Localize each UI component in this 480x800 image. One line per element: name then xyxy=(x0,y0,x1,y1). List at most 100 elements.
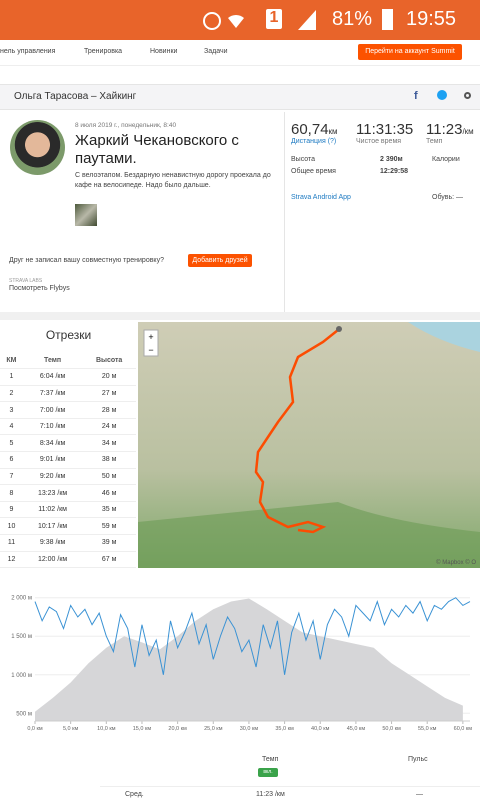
splits-row: 1 6:04 /км 20 м xyxy=(0,368,136,386)
splits-cell: 38 м xyxy=(82,451,136,469)
elapsed-label: Общее время xyxy=(291,168,336,175)
splits-row: 6 9:01 /км 38 м xyxy=(0,451,136,469)
share-facebook[interactable]: f xyxy=(414,90,418,102)
pace-label: Темп xyxy=(426,138,443,145)
header-bar xyxy=(0,84,480,110)
splits-column: КМ xyxy=(0,352,23,370)
pace-number: 11:23 xyxy=(426,121,463,138)
x-tick-label: 30,0 км xyxy=(240,726,259,732)
x-tick-label: 15,0 км xyxy=(133,726,152,732)
splits-row: 12 12:00 /км 67 м xyxy=(0,551,136,569)
map-attribution: © Mapbox © O xyxy=(436,559,476,566)
y-tick-label: 500 м xyxy=(16,711,32,717)
splits-cell: 6 xyxy=(0,451,23,469)
x-tick-label: 0,0 км xyxy=(27,726,43,732)
svg-text:−: − xyxy=(148,345,153,355)
splits-cell: 27 м xyxy=(82,385,136,403)
battery-level: 81% xyxy=(332,8,373,30)
share-twitter[interactable] xyxy=(437,90,447,100)
x-tick-label: 60,0 км xyxy=(454,726,473,732)
splits-cell: 12 xyxy=(0,551,23,569)
splits-cell: 34 м xyxy=(82,434,136,453)
nav-bar xyxy=(0,40,480,66)
divider xyxy=(284,112,285,312)
x-tick-label: 50,0 км xyxy=(382,726,401,732)
elevation-area xyxy=(35,598,463,721)
pace-line xyxy=(34,597,471,675)
summit-button[interactable]: Перейти на аккаунт Summit xyxy=(358,44,462,60)
splits-cell: 1 xyxy=(0,368,23,386)
splits-cell: 7:37 /км xyxy=(22,385,83,403)
signal-icon xyxy=(298,10,316,30)
splits-cell: 39 м xyxy=(82,534,136,552)
splits-cell: 7 xyxy=(0,468,23,486)
splits-cell: 5 xyxy=(0,434,23,453)
splits-cell: 13:23 /км xyxy=(22,484,83,502)
splits-header: КМ Темп Высота xyxy=(0,352,136,370)
splits-cell: 6:04 /км xyxy=(22,368,83,386)
add-friends-button[interactable]: Добавить друзей xyxy=(188,254,252,267)
x-tick-label: 35,0 км xyxy=(275,726,294,732)
distance-number: 60,74 xyxy=(291,121,329,138)
splits-cell: 9:20 /км xyxy=(22,468,83,486)
footer-divider xyxy=(100,786,480,787)
nav-item[interactable]: Тренировка xyxy=(84,48,123,55)
x-tick-label: 40,0 км xyxy=(311,726,330,732)
clock: 19:55 xyxy=(406,8,457,30)
distance-unit: км xyxy=(328,127,338,136)
activity-description: С велоэтапом. Бездарную ненавистную доро… xyxy=(75,172,271,189)
splits-row: 10 10:17 /км 59 м xyxy=(0,517,136,536)
activity-title: Жаркий Чекановского с паутами. xyxy=(75,132,239,167)
splits-cell: 7:00 /км xyxy=(22,401,83,419)
distance-value: 60,74км xyxy=(291,121,338,138)
y-tick-label: 1 500 м xyxy=(11,634,32,640)
shoes: Обувь: — xyxy=(432,194,464,201)
notification: 1 xyxy=(266,9,282,29)
splits-cell: 46 м xyxy=(82,484,136,502)
splits-cell: 67 м xyxy=(82,551,136,569)
splits-row: 4 7:10 /км 24 м xyxy=(0,418,136,436)
section-gap xyxy=(0,312,480,320)
nav-item[interactable]: Новинки xyxy=(150,48,178,55)
splits-cell: 28 м xyxy=(82,401,136,419)
pace-toggle[interactable]: вкл. xyxy=(258,768,278,777)
map[interactable]: + − © Mapbox © O xyxy=(138,322,480,568)
splits-cell: 4 xyxy=(0,418,23,436)
nav-item[interactable]: Задачи xyxy=(204,48,228,55)
splits-row: 5 8:34 /км 34 м xyxy=(0,434,136,453)
flybys-link[interactable]: Посмотреть Flybys xyxy=(9,285,70,292)
splits-cell: 50 м xyxy=(82,468,136,486)
activity-photo[interactable] xyxy=(75,204,97,226)
avatar xyxy=(10,120,65,175)
activity-date: 8 июля 2019 г., понедельник, 8:40 xyxy=(75,122,177,129)
splits-cell: 24 м xyxy=(82,418,136,436)
distance-label[interactable]: Дистанция (?) xyxy=(291,138,337,145)
elevation-label: Высота xyxy=(291,156,316,163)
splits-row: 2 7:37 /км 27 м xyxy=(0,385,136,403)
header-title: Ольга Тарасова – Хайкинг xyxy=(14,91,137,102)
moving-time-value: 11:31:35 xyxy=(356,121,414,138)
splits-cell: 20 м xyxy=(82,368,136,386)
calories-label: Калории xyxy=(432,156,460,163)
nav-item[interactable]: нель управления xyxy=(0,48,56,55)
pace-unit: /км xyxy=(462,127,474,136)
elevation-value: 2 390м xyxy=(380,156,403,163)
splits-title: Отрезки xyxy=(45,328,92,342)
battery-icon xyxy=(382,9,393,30)
y-tick-label: 2 000 м xyxy=(11,596,32,602)
device-link[interactable]: Strava Android App xyxy=(291,194,351,201)
splits-cell: 10 xyxy=(0,517,23,536)
splits-row: 3 7:00 /км 28 м xyxy=(0,401,136,419)
x-tick-label: 55,0 км xyxy=(418,726,437,732)
splits-column: Темп xyxy=(22,352,83,370)
splits-row: 8 13:23 /км 46 м xyxy=(0,484,136,502)
splits-row: 11 9:38 /км 39 м xyxy=(0,534,136,552)
splits-cell: 2 xyxy=(0,385,23,403)
share-other[interactable] xyxy=(464,92,471,99)
x-tick-label: 10,0 км xyxy=(97,726,116,732)
footer-heart-rate: Пульс xyxy=(408,756,428,763)
elevation-chart: 500 м 1 000 м 1 500 м 2 000 м 0,0 км 5,0 км 10… xyxy=(11,596,473,732)
avg-label: Сред. xyxy=(125,791,144,798)
footer-pace: Темп xyxy=(262,756,279,763)
